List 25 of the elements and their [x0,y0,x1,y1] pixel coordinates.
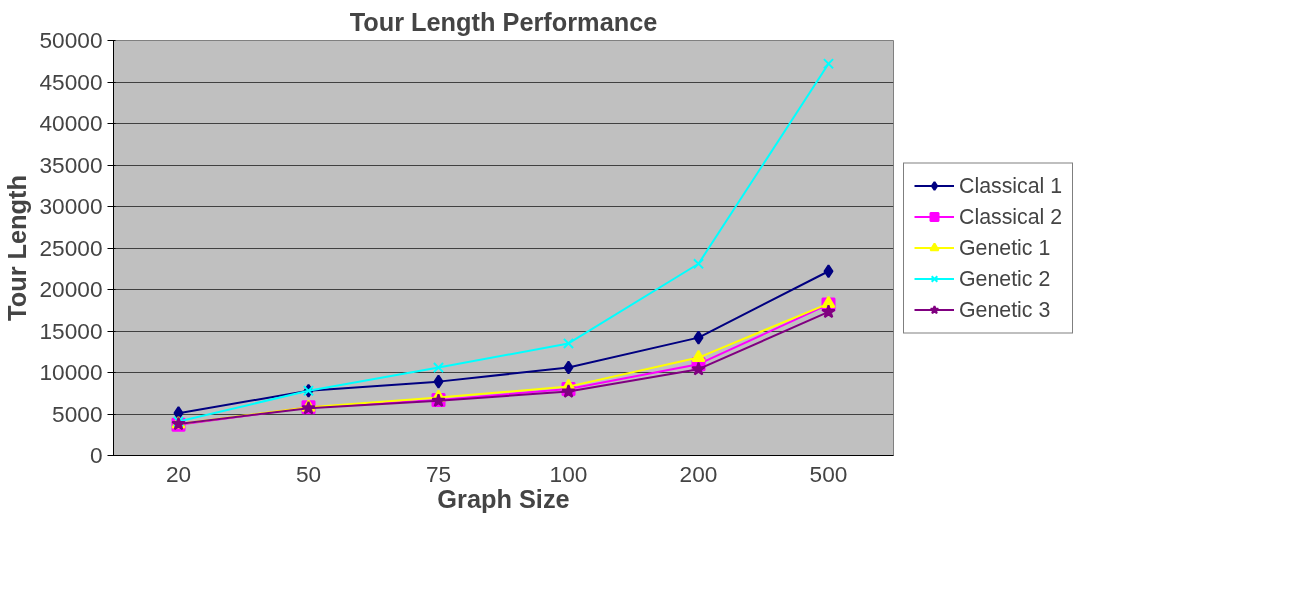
legend-label: Genetic 2 [959,266,1051,291]
x-tick-label: 100 [549,460,588,487]
y-tick-label: 50000 [39,27,103,53]
y-tick-label: 0 [89,442,103,468]
x-tick-label: 50 [295,460,322,487]
y-tick-label: 35000 [39,151,103,178]
legend-label: Genetic 3 [959,297,1051,322]
x-tick-label: 75 [425,460,452,487]
x-tick-label: 200 [679,460,718,487]
chart-title: Tour Length Performance [349,7,658,36]
legend-label: Classical 2 [959,204,1063,229]
legend-label: Classical 1 [959,173,1063,198]
y-tick-label: 15000 [39,317,103,344]
legend-label: Genetic 1 [959,235,1051,260]
y-axis-title: Tour Length [3,175,32,321]
x-tick-label: 20 [165,460,192,487]
x-tick-label: 500 [809,460,848,487]
y-tick-label: 45000 [39,68,103,95]
y-tick-label: 20000 [39,276,103,302]
y-tick-label: 30000 [39,193,103,219]
y-tick-label: 25000 [39,234,103,261]
x-axis-title: Graph Size [437,484,570,513]
y-tick-label: 5000 [52,400,103,427]
y-tick-label: 10000 [39,359,103,385]
y-tick-label: 40000 [39,110,103,136]
